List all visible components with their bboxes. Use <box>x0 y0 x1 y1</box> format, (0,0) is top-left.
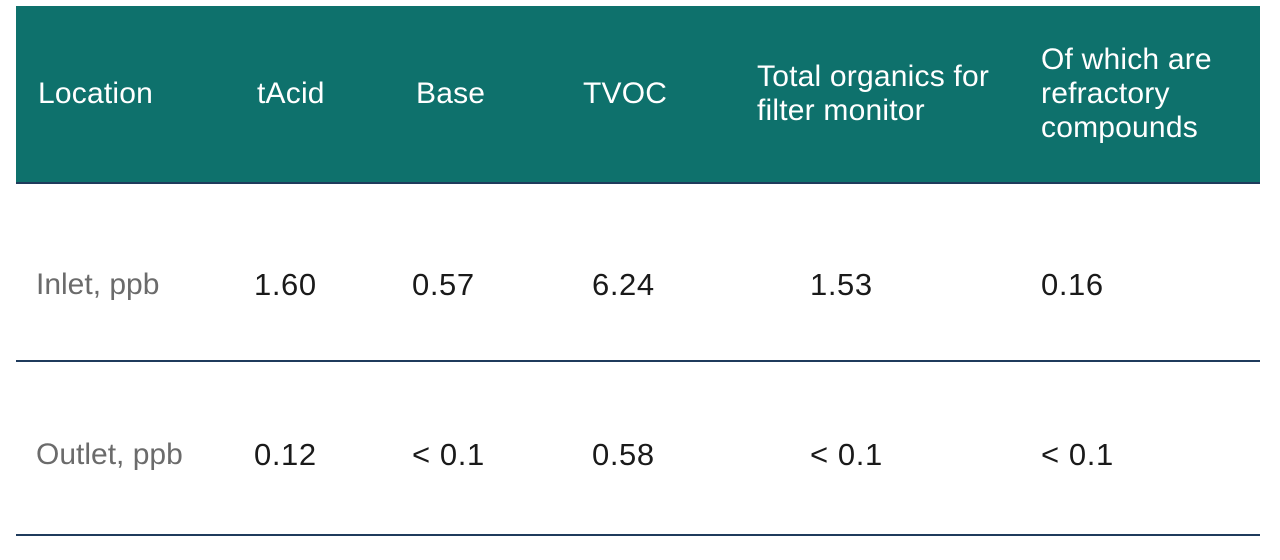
cell-tacid: 0.12 <box>254 437 317 472</box>
table-row: Outlet, ppb 0.12 < 0.1 0.58 < 0.1 < 0.1 <box>16 362 1260 536</box>
cell-tvoc: 0.58 <box>592 437 655 472</box>
row-label: Inlet, ppb <box>36 268 160 301</box>
cell-base: < 0.1 <box>412 437 485 472</box>
header-refractory: Of which are refractory compounds <box>1041 43 1212 144</box>
data-table: Location tAcid Base TVOC Total organics … <box>16 6 1260 536</box>
header-total-organics: Total organics for filter monitor <box>757 60 990 127</box>
header-location: Location <box>38 77 154 110</box>
table-header-row: Location tAcid Base TVOC Total organics … <box>16 6 1260 184</box>
header-tacid: tAcid <box>257 77 325 110</box>
cell-refractory: < 0.1 <box>1041 437 1114 472</box>
cell-tacid: 1.60 <box>254 267 317 302</box>
cell-refractory: 0.16 <box>1041 267 1104 302</box>
header-tvoc: TVOC <box>583 77 668 110</box>
cell-total-organics: < 0.1 <box>810 437 883 472</box>
cell-tvoc: 6.24 <box>592 267 655 302</box>
table-row: Inlet, ppb 1.60 0.57 6.24 1.53 0.16 <box>16 184 1260 362</box>
row-label: Outlet, ppb <box>36 438 183 471</box>
header-base: Base <box>416 77 486 110</box>
cell-base: 0.57 <box>412 267 475 302</box>
cell-total-organics: 1.53 <box>810 267 873 302</box>
